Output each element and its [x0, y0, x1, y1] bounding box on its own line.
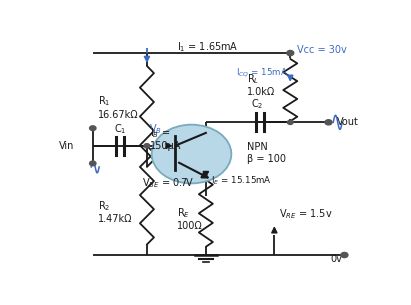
Text: C$_1$: C$_1$	[113, 123, 126, 136]
Text: NPN
β = 100: NPN β = 100	[247, 142, 286, 164]
Text: R$_E$
100Ω: R$_E$ 100Ω	[177, 206, 203, 231]
Text: 0v: 0v	[330, 253, 342, 264]
Circle shape	[287, 50, 294, 56]
Text: V$_B$: V$_B$	[148, 123, 162, 136]
Circle shape	[90, 161, 96, 166]
Text: Vin: Vin	[59, 141, 75, 151]
Circle shape	[287, 120, 293, 124]
Circle shape	[90, 126, 96, 131]
Circle shape	[144, 144, 150, 148]
Text: I$_B$ =
150μA: I$_B$ = 150μA	[150, 126, 182, 152]
Text: C$_2$: C$_2$	[251, 97, 263, 111]
Text: I$_1$ = 1.65mA: I$_1$ = 1.65mA	[177, 40, 238, 54]
Circle shape	[341, 253, 348, 258]
Text: R$_1$
16.67kΩ: R$_1$ 16.67kΩ	[97, 94, 138, 120]
Text: Vout: Vout	[337, 117, 358, 127]
Text: V$_{BE}$ = 0.7V: V$_{BE}$ = 0.7V	[142, 177, 194, 190]
Text: R$_L$
1.0kΩ: R$_L$ 1.0kΩ	[247, 72, 275, 97]
Text: I$_E$ = 15.15mA: I$_E$ = 15.15mA	[210, 175, 271, 187]
Text: I$_{CQ}$ = 15mA: I$_{CQ}$ = 15mA	[236, 66, 288, 79]
Text: R$_2$
1.47kΩ: R$_2$ 1.47kΩ	[97, 199, 132, 224]
Circle shape	[325, 120, 332, 125]
Text: V$_{RE}$ = 1.5v: V$_{RE}$ = 1.5v	[279, 207, 332, 221]
Text: Vcc = 30v: Vcc = 30v	[297, 45, 346, 55]
Circle shape	[152, 125, 231, 183]
